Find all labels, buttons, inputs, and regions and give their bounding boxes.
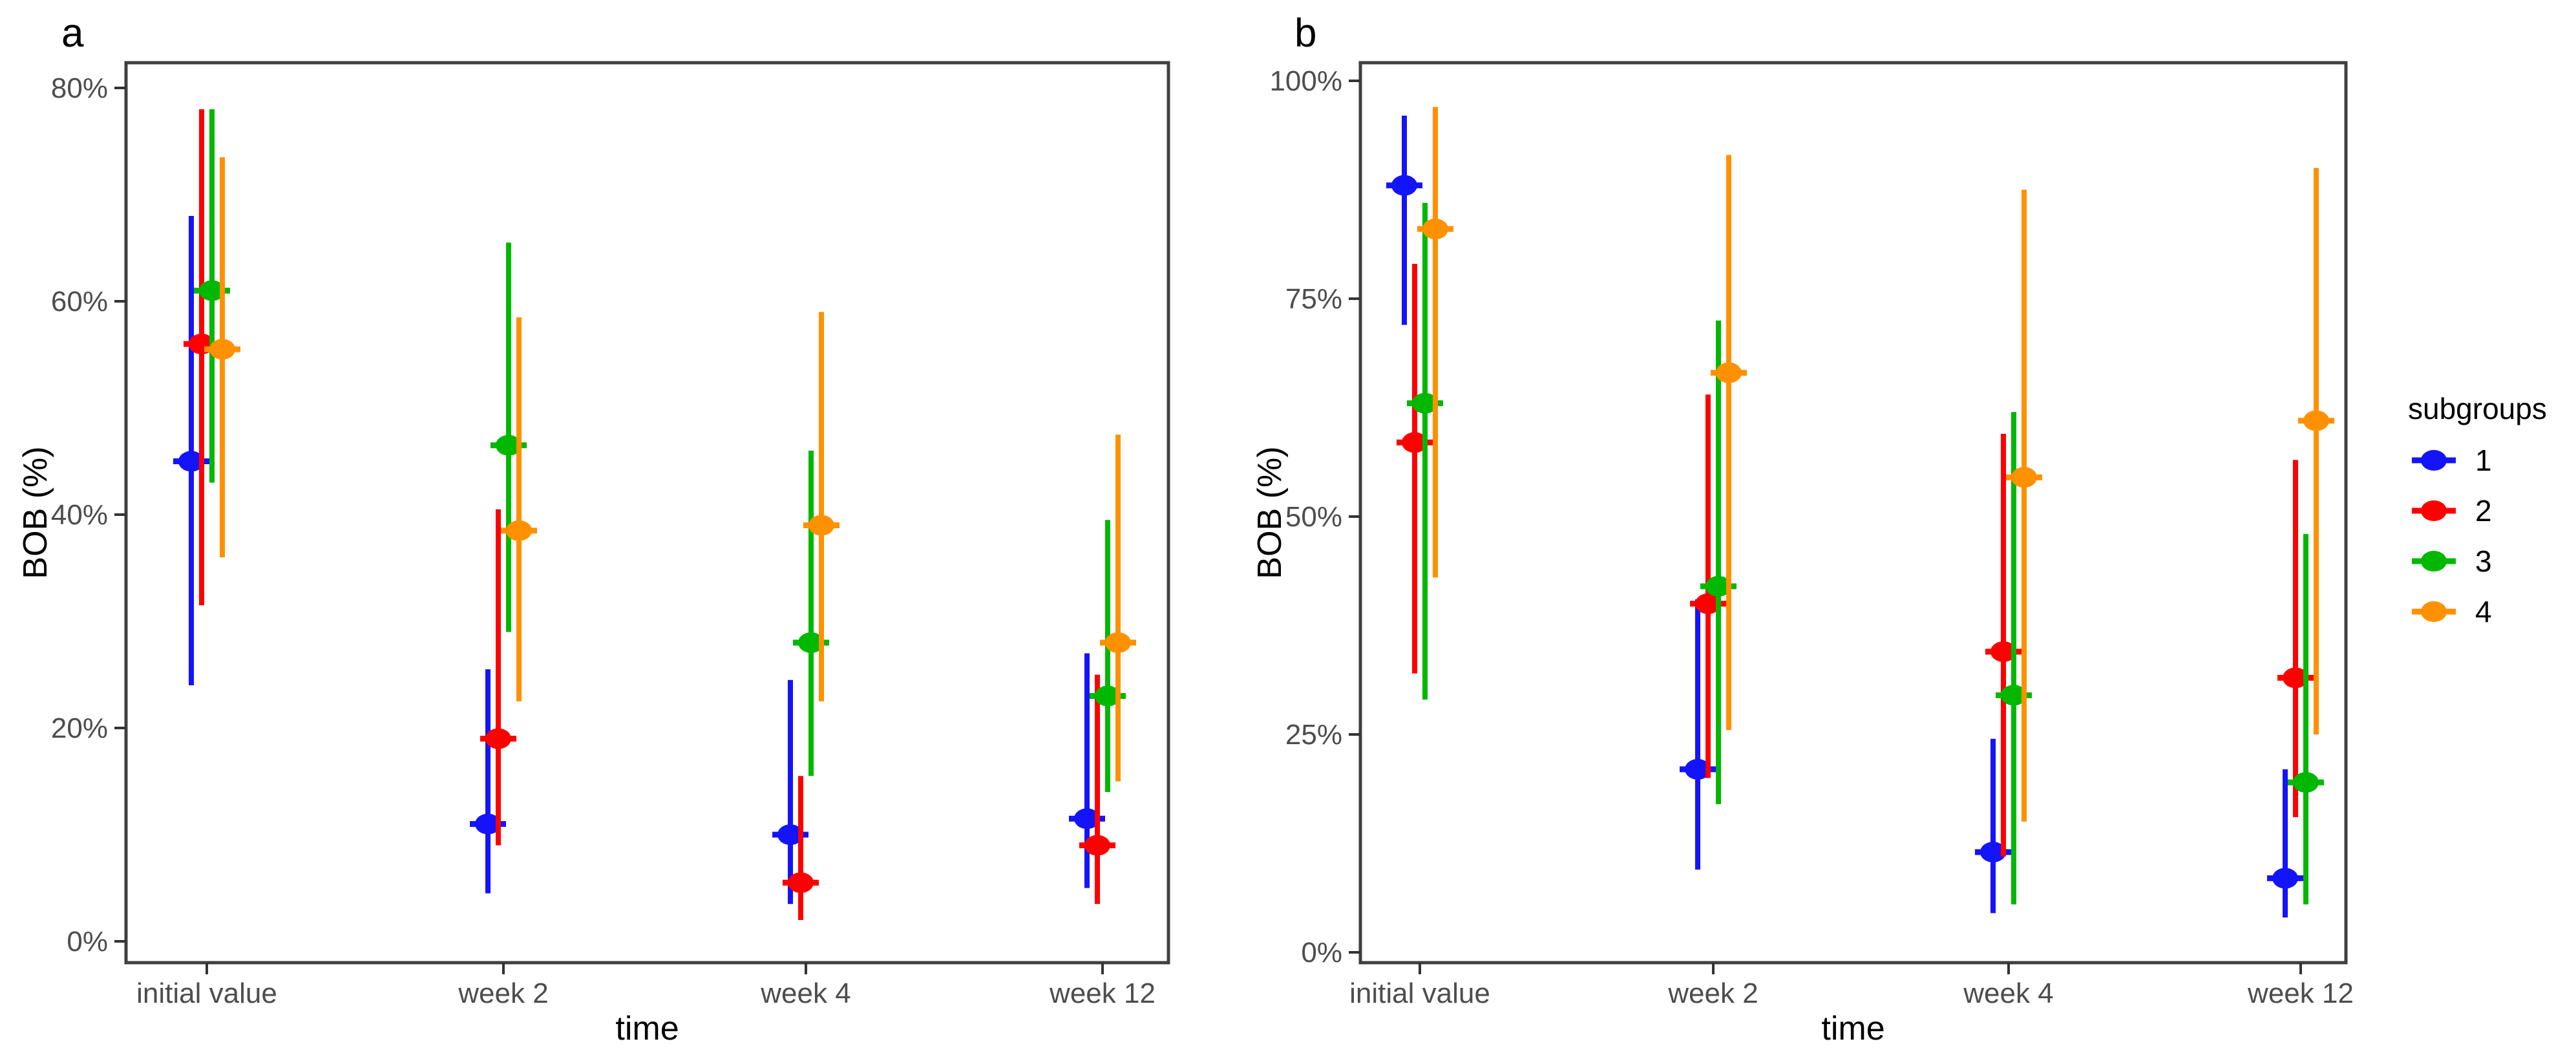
legend-key-dot: [2421, 601, 2447, 622]
data-point-subgroup-3: [2001, 685, 2027, 706]
x-tick-label: week 4: [760, 978, 850, 1009]
y-tick-label: 0%: [67, 926, 108, 957]
data-point-subgroup-1: [1391, 175, 1417, 196]
data-point-subgroup-4: [808, 515, 834, 536]
data-point-subgroup-2: [1402, 432, 1428, 453]
data-point-subgroup-1: [475, 813, 501, 835]
x-axis-title: time: [1821, 1010, 1884, 1047]
data-point-subgroup-4: [209, 339, 235, 360]
legend-title: subgroups: [2408, 392, 2547, 425]
y-tick-label: 50%: [1285, 501, 1342, 533]
data-point-subgroup-2: [788, 872, 814, 893]
x-tick-label: initial value: [1349, 978, 1490, 1009]
data-point-subgroup-4: [2303, 410, 2329, 431]
data-point-subgroup-1: [1980, 841, 2006, 862]
data-point-subgroup-1: [1685, 758, 1711, 780]
data-point-subgroup-2: [2283, 667, 2308, 689]
y-tick-label: 20%: [51, 712, 108, 744]
x-tick-label: week 2: [458, 978, 548, 1009]
y-axis-title: BOB (%): [1251, 446, 1289, 579]
panel-label-a: a: [61, 11, 84, 56]
legend-key-dot: [2421, 500, 2447, 521]
data-point-subgroup-3: [1095, 685, 1121, 707]
panel-label-b: b: [1294, 11, 1316, 56]
y-tick-label: 0%: [1301, 937, 1342, 968]
data-point-subgroup-2: [485, 728, 511, 749]
data-point-subgroup-1: [2272, 868, 2298, 889]
legend-key-dot: [2421, 450, 2447, 471]
data-point-subgroup-1: [1074, 808, 1100, 829]
panel-border-a: [124, 61, 1170, 965]
data-point-subgroup-4: [506, 520, 532, 541]
data-point-subgroup-2: [1695, 593, 1721, 614]
y-axis-title: BOB (%): [17, 446, 54, 579]
data-point-subgroup-4: [1422, 219, 1448, 240]
x-tick-label: week 12: [1049, 978, 1156, 1009]
data-point-subgroup-4: [1716, 362, 1742, 383]
x-tick-label: initial value: [136, 978, 277, 1009]
y-tick-label: 60%: [51, 286, 108, 317]
legend-item-label: 3: [2475, 544, 2492, 578]
y-tick-label: 80%: [51, 72, 108, 104]
data-point-subgroup-3: [199, 280, 225, 301]
data-point-subgroup-3: [1412, 392, 1438, 414]
y-tick-label: 100%: [1269, 65, 1342, 97]
data-point-subgroup-3: [798, 632, 824, 653]
data-point-subgroup-3: [2293, 772, 2319, 793]
y-tick-label: 75%: [1285, 283, 1342, 315]
panel-border-b: [1358, 61, 2348, 965]
legend-item-label: 1: [2475, 444, 2492, 477]
data-point-subgroup-1: [178, 451, 204, 472]
x-tick-label: week 12: [2247, 978, 2354, 1009]
data-point-subgroup-2: [1990, 641, 2016, 662]
y-tick-label: 25%: [1285, 719, 1342, 751]
data-point-subgroup-4: [1105, 632, 1131, 653]
data-point-subgroup-3: [1705, 575, 1731, 597]
legend-item-label: 4: [2475, 595, 2492, 628]
legend-item-label: 2: [2475, 494, 2492, 528]
x-tick-label: week 4: [1963, 978, 2053, 1009]
y-tick-label: 40%: [51, 499, 108, 531]
x-axis-title: time: [615, 1010, 679, 1047]
data-point-subgroup-2: [1084, 835, 1110, 856]
data-point-subgroup-4: [2011, 467, 2037, 488]
x-tick-label: week 2: [1667, 978, 1758, 1009]
data-point-subgroup-3: [496, 434, 522, 456]
data-point-subgroup-1: [777, 824, 803, 845]
legend-key-dot: [2421, 551, 2447, 572]
